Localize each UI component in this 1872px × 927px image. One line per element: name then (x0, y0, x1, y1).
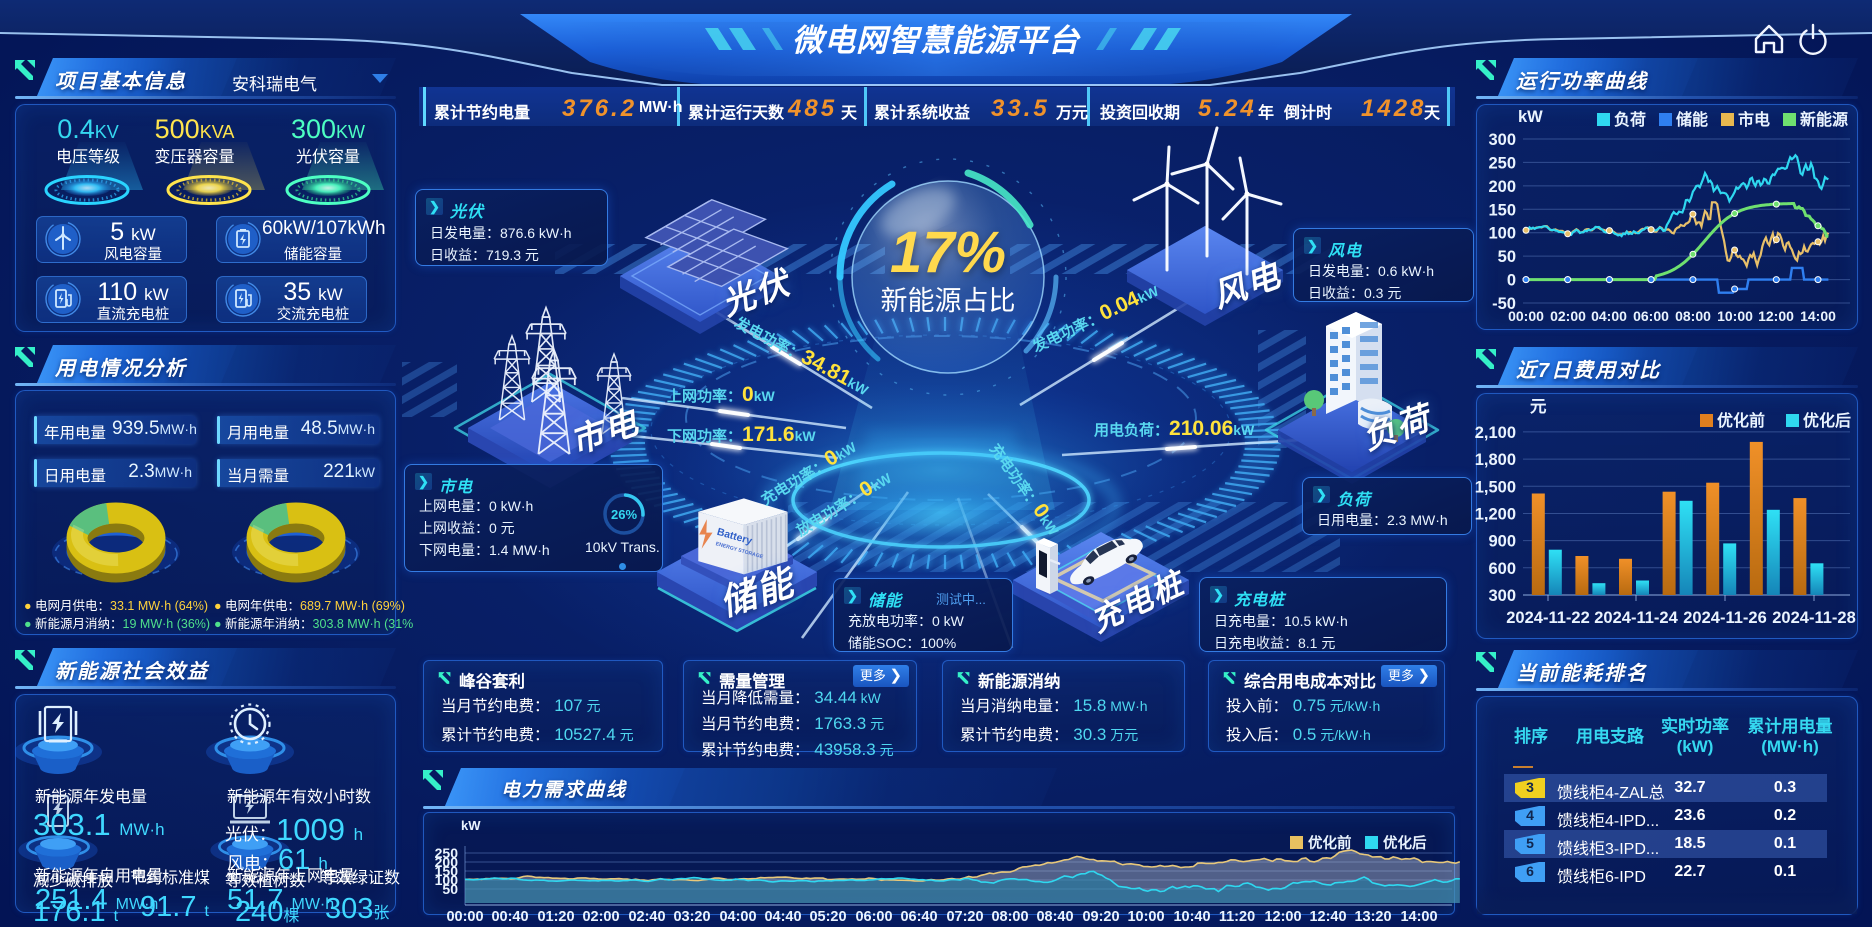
svg-text:14:00: 14:00 (1400, 909, 1437, 925)
svg-text:2024-11-24: 2024-11-24 (1594, 609, 1678, 627)
svg-text:06:40: 06:40 (900, 909, 937, 925)
svg-text:04:40: 04:40 (764, 909, 801, 925)
svg-text:12:00: 12:00 (1264, 909, 1301, 925)
svg-text:07:20: 07:20 (946, 909, 983, 925)
svg-text:300: 300 (1488, 131, 1516, 149)
svg-text:05:20: 05:20 (809, 909, 846, 925)
svg-text:150: 150 (435, 863, 459, 879)
svg-text:06:00: 06:00 (1633, 308, 1669, 324)
svg-text:100: 100 (435, 872, 459, 888)
svg-text:08:40: 08:40 (1036, 909, 1073, 925)
svg-text:00:00: 00:00 (1508, 308, 1544, 324)
svg-text:优化后: 优化后 (1383, 834, 1427, 852)
svg-text:微电网智慧能源平台: 微电网智慧能源平台 (792, 23, 1081, 58)
svg-text:02:00: 02:00 (1550, 308, 1586, 324)
svg-text:1,800: 1,800 (1475, 451, 1516, 469)
svg-text:50: 50 (442, 881, 458, 897)
svg-text:600: 600 (1488, 560, 1516, 578)
svg-text:50: 50 (1498, 248, 1516, 266)
svg-text:1,200: 1,200 (1475, 506, 1516, 524)
svg-text:04:00: 04:00 (1591, 308, 1627, 324)
svg-text:市电: 市电 (1738, 110, 1770, 129)
svg-text:2024-11-22: 2024-11-22 (1506, 609, 1590, 627)
svg-text:17%: 17% (890, 220, 1006, 285)
svg-text:2024-11-28: 2024-11-28 (1772, 609, 1856, 627)
svg-text:新能源占比: 新能源占比 (881, 286, 1016, 316)
svg-text:0: 0 (1507, 272, 1516, 290)
svg-text:元: 元 (1530, 398, 1547, 416)
svg-text:优化前: 优化前 (1717, 411, 1765, 430)
svg-text:900: 900 (1488, 533, 1516, 551)
svg-text:00:00: 00:00 (446, 909, 483, 925)
svg-text:08:00: 08:00 (991, 909, 1028, 925)
svg-text:06:00: 06:00 (855, 909, 892, 925)
svg-text:kW: kW (1518, 108, 1543, 126)
svg-text:00:40: 00:40 (491, 909, 528, 925)
svg-text:150: 150 (1488, 201, 1516, 219)
svg-text:负荷: 负荷 (1614, 110, 1646, 129)
svg-text:储能: 储能 (1675, 110, 1708, 129)
svg-text:优化前: 优化前 (1308, 834, 1352, 852)
svg-text:12:00: 12:00 (1758, 308, 1794, 324)
svg-text:08:00: 08:00 (1675, 308, 1711, 324)
svg-text:02:00: 02:00 (582, 909, 619, 925)
svg-text:12:40: 12:40 (1309, 909, 1346, 925)
svg-text:03:20: 03:20 (673, 909, 710, 925)
svg-text:04:00: 04:00 (719, 909, 756, 925)
svg-text:13:20: 13:20 (1354, 909, 1391, 925)
svg-text:200: 200 (435, 854, 459, 870)
svg-text:2,100: 2,100 (1475, 424, 1516, 442)
svg-text:kW: kW (461, 818, 481, 833)
svg-text:1,500: 1,500 (1475, 478, 1516, 496)
svg-text:10:00: 10:00 (1717, 308, 1753, 324)
svg-text:02:40: 02:40 (628, 909, 665, 925)
svg-text:09:20: 09:20 (1082, 909, 1119, 925)
svg-text:300: 300 (1488, 587, 1516, 605)
svg-text:2024-11-26: 2024-11-26 (1683, 609, 1767, 627)
svg-text:100: 100 (1488, 225, 1516, 243)
svg-text:200: 200 (1488, 178, 1516, 196)
svg-text:250: 250 (1488, 154, 1516, 172)
svg-text:新能源: 新能源 (1800, 110, 1848, 129)
svg-text:-50: -50 (1492, 295, 1516, 313)
svg-text:14:00: 14:00 (1800, 308, 1836, 324)
svg-text:26%: 26% (611, 507, 637, 522)
svg-text:10:00: 10:00 (1127, 909, 1164, 925)
svg-text:01:20: 01:20 (537, 909, 574, 925)
svg-text:250: 250 (435, 845, 459, 861)
svg-text:10:40: 10:40 (1173, 909, 1210, 925)
svg-text:11:20: 11:20 (1219, 909, 1255, 925)
svg-text:优化后: 优化后 (1803, 411, 1851, 430)
